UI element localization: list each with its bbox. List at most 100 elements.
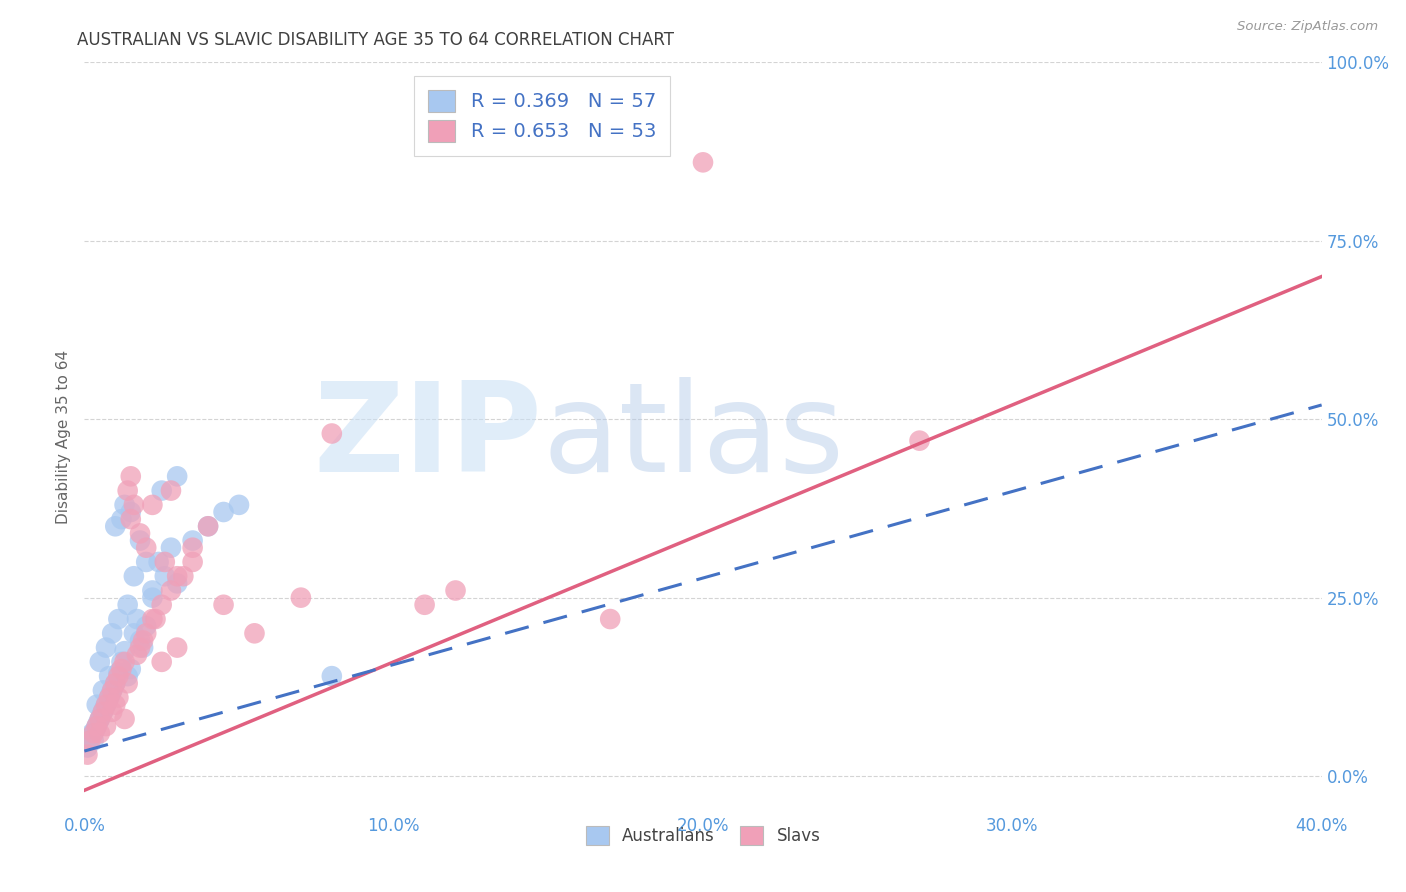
Point [413,598,436,612]
Point [107,669,129,683]
Point [117,598,139,612]
Point [181,541,204,555]
Point [98,669,121,683]
Point [114,655,136,669]
Point [114,498,136,512]
Point [110,655,132,669]
Point [101,683,124,698]
Point [77,733,100,747]
Point [107,690,129,705]
Point [181,555,204,569]
Point [125,648,148,662]
Point [107,612,129,626]
Point [91,683,114,698]
Point [153,569,176,583]
Point [93,701,115,715]
Point [692,155,714,169]
Point [243,626,266,640]
Point [321,426,343,441]
Point [145,612,167,626]
Point [150,598,173,612]
Point [129,526,152,541]
Point [110,512,132,526]
Point [89,712,111,726]
Point [101,705,124,719]
Point [91,705,114,719]
Text: Source: ZipAtlas.com: Source: ZipAtlas.com [1237,20,1378,33]
Point [117,483,139,498]
Point [122,569,145,583]
Point [197,519,219,533]
Point [150,483,173,498]
Point [166,569,188,583]
Point [86,719,108,733]
Text: ZIP: ZIP [314,376,543,498]
Point [122,498,145,512]
Point [153,555,176,569]
Point [181,533,204,548]
Y-axis label: Disability Age 35 to 64: Disability Age 35 to 64 [56,350,72,524]
Point [90,708,112,723]
Point [135,541,157,555]
Point [166,469,188,483]
Point [117,669,139,683]
Text: atlas: atlas [543,376,844,498]
Point [104,676,127,690]
Text: AUSTRALIAN VS SLAVIC DISABILITY AGE 35 TO 64 CORRELATION CHART: AUSTRALIAN VS SLAVIC DISABILITY AGE 35 T… [77,31,675,49]
Point [166,640,188,655]
Point [86,698,108,712]
Point [290,591,312,605]
Point [150,655,173,669]
Point [79,730,101,744]
Point [96,694,118,708]
Point [212,505,235,519]
Point [321,669,343,683]
Point [444,583,467,598]
Point [129,640,152,655]
Point [141,591,163,605]
Point [135,555,157,569]
Point [101,626,124,640]
Point [104,676,127,690]
Point [104,519,127,533]
Point [98,690,121,705]
Point [117,676,139,690]
Point [87,715,110,730]
Point [89,655,111,669]
Point [141,498,163,512]
Point [114,712,136,726]
Point [120,662,142,676]
Point [114,644,136,658]
Point [94,698,117,712]
Point [135,626,157,640]
Point [107,665,129,680]
Point [94,698,117,712]
Point [76,747,98,762]
Point [83,726,105,740]
Point [94,719,117,733]
Point [101,683,124,698]
Point [103,680,125,694]
Point [132,633,155,648]
Point [160,541,183,555]
Point [212,598,235,612]
Point [172,569,194,583]
Point [122,626,145,640]
Point [104,698,127,712]
Point [91,705,114,719]
Point [89,726,111,740]
Point [129,533,152,548]
Point [135,619,157,633]
Point [228,498,250,512]
Point [76,740,98,755]
Point [82,726,104,740]
Point [160,483,183,498]
Point [141,583,163,598]
Point [98,690,121,705]
Legend: Australians, Slavs: Australians, Slavs [579,820,827,852]
Point [166,576,188,591]
Point [86,719,108,733]
Point [125,612,148,626]
Point [100,687,122,701]
Point [83,733,105,747]
